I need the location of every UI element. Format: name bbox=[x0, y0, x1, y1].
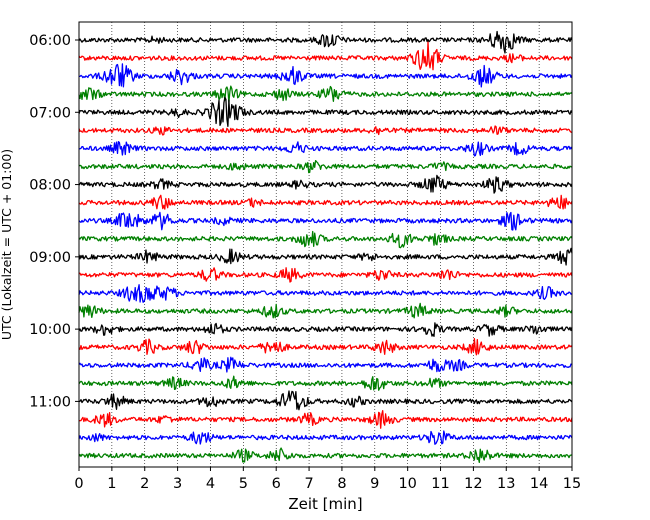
seismogram-trace bbox=[78, 356, 573, 373]
seismogram-trace bbox=[78, 409, 573, 429]
x-tick-label: 8 bbox=[337, 476, 346, 492]
x-tick-label: 6 bbox=[272, 476, 281, 492]
plot-frame bbox=[78, 21, 573, 468]
seismogram-trace bbox=[78, 96, 573, 128]
x-tick-label: 14 bbox=[530, 476, 548, 492]
seismogram-trace bbox=[78, 140, 573, 157]
y-axis-label: UTC (Lokalzeit = UTC + 01:00) bbox=[0, 149, 14, 340]
seismogram-trace bbox=[78, 159, 573, 174]
y-axis-ticks: 06:00 07:00 08:00 09:00 10:00 11:00 bbox=[29, 33, 79, 410]
seismogram-trace bbox=[79, 63, 573, 88]
x-tick-label: 13 bbox=[497, 476, 515, 492]
x-tick-label: 5 bbox=[239, 476, 248, 492]
y-tick-label: 06:00 bbox=[29, 33, 71, 49]
seismogram-trace bbox=[78, 194, 573, 210]
seismogram-trace bbox=[78, 430, 573, 445]
seismogram-trace bbox=[78, 322, 573, 337]
seismogram-trace bbox=[78, 30, 573, 54]
y-tick-label: 07:00 bbox=[29, 105, 71, 121]
y-tick-label: 08:00 bbox=[29, 178, 71, 194]
x-axis-ticks: 0 1 2 3 4 5 6 7 8 9 10 11 12 13 14 15 bbox=[74, 467, 581, 492]
y-tick-label: 11:00 bbox=[29, 394, 71, 410]
x-tick-label: 1 bbox=[107, 476, 116, 492]
x-tick-label: 2 bbox=[140, 476, 149, 492]
seismogram-trace bbox=[78, 267, 573, 283]
seismogram-trace bbox=[78, 174, 573, 194]
x-tick-label: 15 bbox=[563, 476, 581, 492]
x-tick-label: 9 bbox=[370, 476, 379, 492]
seismogram-trace bbox=[78, 230, 573, 249]
seismogram-trace bbox=[78, 211, 573, 231]
seismogram-trace bbox=[78, 85, 573, 103]
x-tick-label: 10 bbox=[398, 476, 416, 492]
seismogram-trace bbox=[78, 390, 573, 411]
seismogram-trace bbox=[78, 302, 573, 319]
x-tick-label: 4 bbox=[206, 476, 215, 492]
x-tick-label: 7 bbox=[304, 476, 313, 492]
seismogram-trace bbox=[78, 41, 573, 71]
seismogram-trace bbox=[78, 247, 573, 266]
seismogram-trace bbox=[78, 337, 573, 356]
x-tick-label: 12 bbox=[464, 476, 482, 492]
x-tick-label: 0 bbox=[74, 476, 83, 492]
seismogram-trace bbox=[78, 125, 572, 136]
y-tick-label: 10:00 bbox=[29, 322, 71, 338]
seismogram-trace bbox=[78, 375, 573, 391]
x-tick-label: 3 bbox=[173, 476, 182, 492]
seismogram-trace bbox=[78, 284, 573, 303]
x-tick-label: 11 bbox=[431, 476, 449, 492]
seismogram-traces bbox=[78, 30, 573, 464]
x-axis-label: Zeit [min] bbox=[288, 495, 362, 513]
y-tick-label: 09:00 bbox=[29, 250, 71, 266]
seismogram-trace bbox=[78, 447, 573, 464]
